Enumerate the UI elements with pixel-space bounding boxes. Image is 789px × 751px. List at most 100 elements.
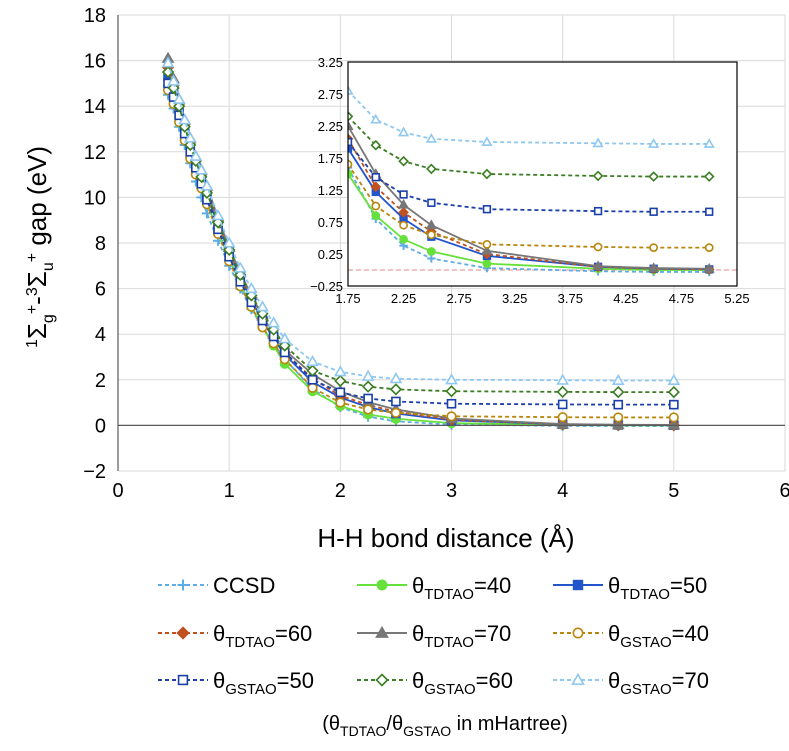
inset-data-point bbox=[348, 84, 354, 95]
inset-data-point bbox=[593, 242, 603, 252]
legend-marker bbox=[572, 627, 584, 639]
inset-data-point bbox=[592, 137, 604, 148]
inset-data-point bbox=[426, 247, 436, 256]
inset-data-point bbox=[703, 138, 715, 148]
legend-marker bbox=[177, 579, 189, 591]
inset-series-theta-gstao-50 bbox=[348, 137, 714, 216]
data-point bbox=[335, 397, 346, 408]
inset-data-point bbox=[371, 173, 380, 182]
data-point bbox=[172, 92, 186, 104]
data-point bbox=[446, 411, 457, 422]
data-point bbox=[307, 382, 318, 393]
data-point bbox=[391, 396, 401, 407]
data-point bbox=[211, 209, 225, 221]
inset-data-point bbox=[397, 126, 410, 137]
x-tick-label: 6 bbox=[779, 480, 789, 502]
legend-label: θTDTAO=70 bbox=[412, 621, 511, 651]
legend-item-theta-gstao-70: θGSTAO=70 bbox=[553, 668, 709, 698]
legend-marker bbox=[572, 579, 584, 591]
inset-y-tick-label: 0.25 bbox=[318, 247, 343, 262]
inset-x-tick-label: 5.25 bbox=[724, 291, 749, 306]
inset-series-line bbox=[348, 163, 710, 249]
data-point bbox=[335, 387, 346, 398]
data-point bbox=[222, 236, 236, 248]
inset-series-line bbox=[348, 90, 710, 145]
data-point bbox=[669, 399, 679, 410]
data-point bbox=[668, 412, 679, 423]
data-point bbox=[446, 398, 457, 409]
x-tick-label: 3 bbox=[446, 480, 457, 502]
y-tick-label: 0 bbox=[95, 415, 106, 437]
data-point bbox=[178, 113, 192, 125]
inset-data-point bbox=[593, 206, 603, 216]
inset-data-point bbox=[399, 234, 408, 244]
inset-x-tick-label: 2.25 bbox=[391, 291, 416, 306]
x-tick-label: 1 bbox=[224, 480, 235, 502]
data-point bbox=[363, 404, 374, 415]
inset-series-line bbox=[348, 141, 710, 213]
data-point bbox=[445, 385, 458, 398]
series-theta-gstao-70 bbox=[161, 56, 681, 386]
inset-series-line bbox=[348, 115, 710, 178]
x-axis-label: H-H bond distance (Å) bbox=[317, 523, 574, 553]
y-tick-label: −2 bbox=[83, 461, 106, 483]
y-tick-label: 16 bbox=[84, 51, 106, 73]
data-point bbox=[189, 149, 203, 161]
data-point bbox=[612, 385, 625, 399]
legend-item-theta-tdtao-50: θTDTAO=50 bbox=[553, 573, 707, 603]
legend-item-theta-gstao-40: θGSTAO=40 bbox=[553, 621, 709, 651]
inset-x-tick-label: 3.75 bbox=[558, 291, 583, 306]
legend-item-theta-gstao-60: θGSTAO=60 bbox=[357, 668, 513, 698]
inset-y-tick-label: −0.25 bbox=[310, 279, 343, 294]
data-point bbox=[611, 373, 625, 386]
data-point bbox=[167, 74, 180, 86]
inset-x-tick-label: 1.75 bbox=[335, 291, 360, 306]
main-series bbox=[161, 51, 681, 432]
x-tick-label: 2 bbox=[335, 480, 346, 502]
inset-data-point bbox=[371, 201, 381, 211]
data-point bbox=[245, 281, 258, 294]
inset-data-point bbox=[397, 198, 410, 209]
x-tick-label: 4 bbox=[557, 480, 568, 502]
inset-data-point bbox=[427, 198, 436, 207]
data-point bbox=[613, 399, 624, 410]
y-tick-label: 4 bbox=[95, 324, 106, 346]
data-point bbox=[256, 300, 269, 312]
inset-x-tick-label: 4.75 bbox=[669, 291, 694, 306]
inset-data-point bbox=[399, 220, 408, 230]
inset-data-point bbox=[426, 230, 436, 240]
data-point bbox=[556, 385, 569, 399]
legend-label: θGSTAO=40 bbox=[608, 621, 709, 651]
data-point bbox=[278, 332, 292, 344]
inset-data-point bbox=[481, 168, 493, 180]
y-tick-label: 12 bbox=[84, 142, 106, 164]
data-point bbox=[390, 407, 401, 418]
data-point bbox=[334, 374, 347, 388]
data-point bbox=[161, 56, 175, 68]
y-tick-label: 18 bbox=[84, 5, 106, 27]
inset-data-point bbox=[425, 132, 437, 143]
inset-series-line bbox=[348, 173, 710, 271]
data-point bbox=[557, 412, 568, 423]
inset-data-point bbox=[704, 243, 714, 252]
inset-y-tick-label: 2.75 bbox=[318, 87, 343, 102]
data-point bbox=[333, 365, 347, 377]
inset-data-point bbox=[648, 138, 660, 148]
inset-data-point bbox=[481, 136, 493, 146]
data-point bbox=[557, 399, 568, 410]
inset-y-tick-label: 1.25 bbox=[318, 183, 343, 198]
y-tick-label: 10 bbox=[84, 187, 106, 209]
inset-data-point bbox=[348, 120, 354, 130]
inset-data-point bbox=[703, 262, 715, 273]
legend-marker bbox=[376, 579, 388, 591]
x-tick-label: 5 bbox=[668, 480, 679, 502]
legend-label: θGSTAO=50 bbox=[213, 668, 314, 698]
inset-data-point bbox=[703, 171, 715, 182]
inset-data-point bbox=[649, 243, 659, 252]
inset-data-point bbox=[592, 260, 604, 271]
inset-x-tick-label: 3.25 bbox=[502, 291, 527, 306]
main-axes bbox=[117, 15, 785, 471]
data-point bbox=[361, 369, 375, 381]
